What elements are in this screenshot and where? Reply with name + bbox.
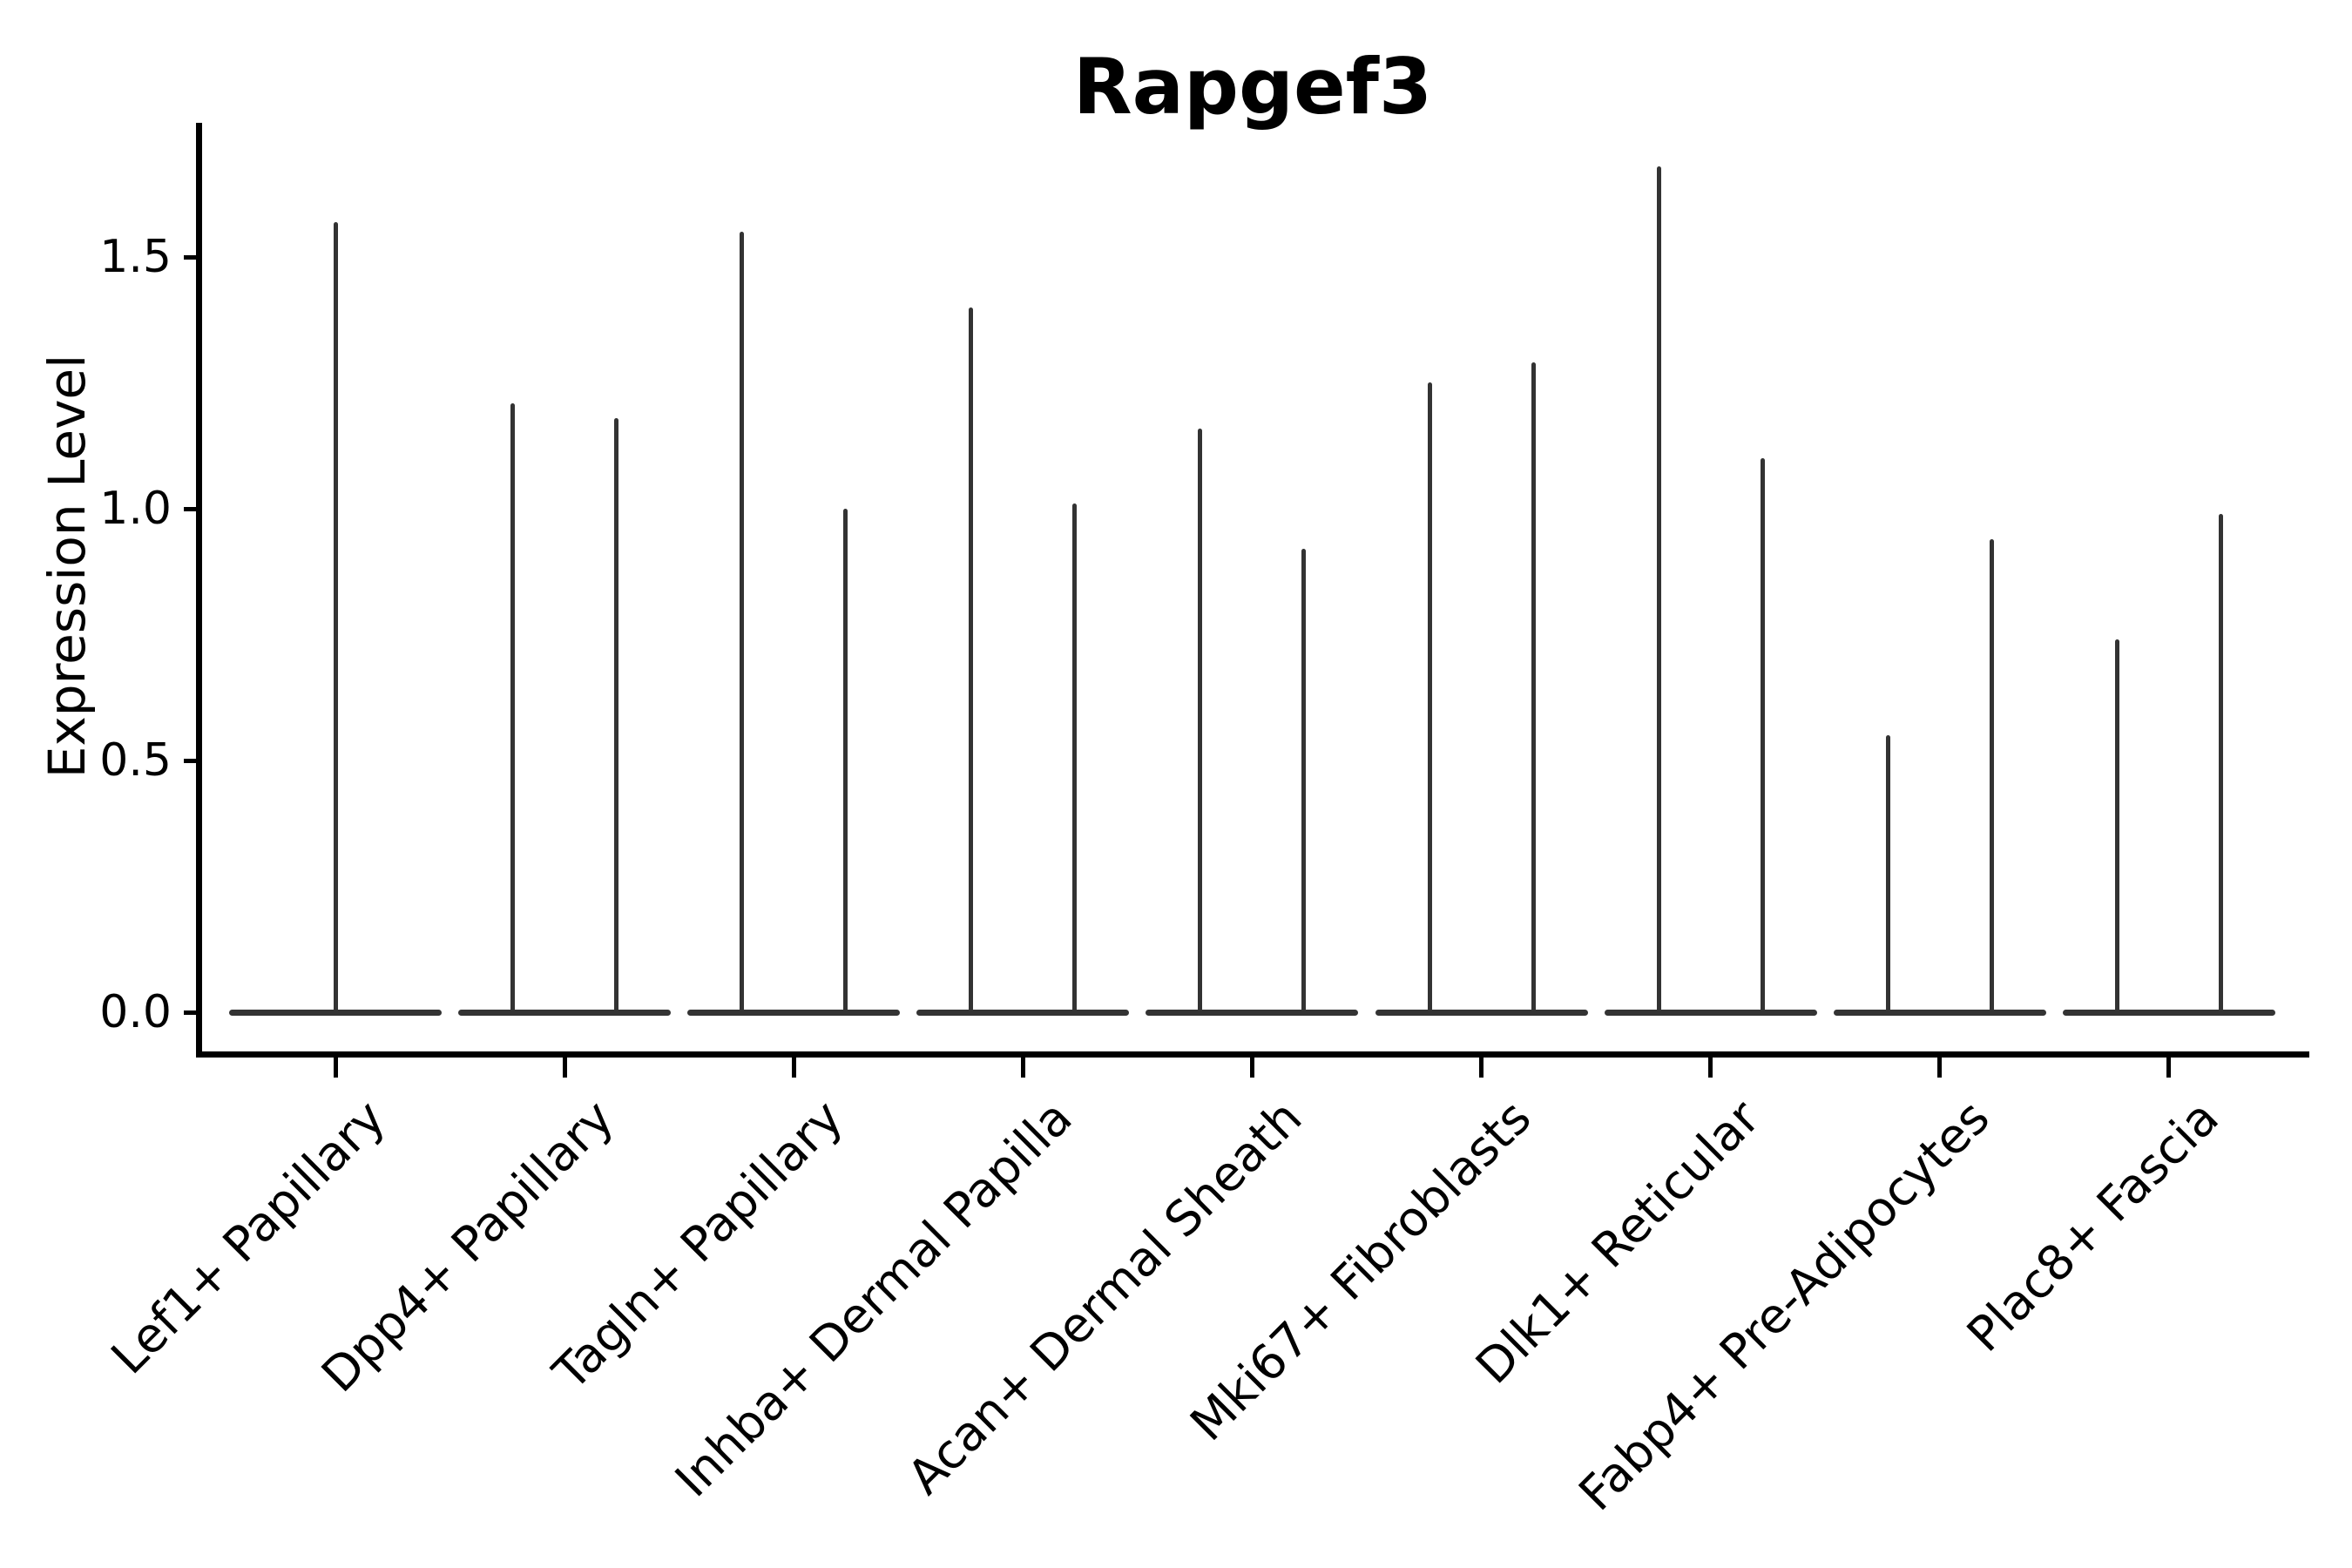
x-tick [1020,1058,1025,1078]
y-axis-title: Expression Level [37,354,97,779]
x-tick-label: Acan+ Dermal Sheath [896,1089,1313,1505]
x-tick [791,1058,796,1078]
y-tick-label: 1.5 [99,231,172,283]
x-tick [1937,1058,1943,1078]
violin-spike [1885,735,1890,1012]
violin-spike [1427,382,1432,1012]
violin-base [229,1009,442,1016]
y-tick-label: 0.0 [99,986,172,1038]
x-tick [562,1058,567,1078]
x-tick-label: Plac8+ Fascia [1956,1089,2229,1362]
violin-base [1375,1009,1588,1016]
x-tick-label: Inhba+ Dermal Papilla [665,1089,1084,1508]
violin-base [458,1009,672,1016]
violin-base [2062,1009,2275,1016]
x-tick [1479,1058,1484,1078]
violin-spike [1531,362,1536,1012]
violin-spike [1072,504,1078,1012]
violin-spike [1656,166,1661,1012]
violin-spike [1989,539,1994,1012]
y-tick-label: 1.0 [99,483,172,535]
x-tick [333,1058,338,1078]
violin-spike [740,232,745,1012]
violin-spike [843,509,848,1012]
violin-spike [1198,429,1203,1012]
violin-spike [510,403,516,1012]
violin-base [687,1009,901,1016]
y-tick [184,506,197,511]
violin-base [1833,1009,2046,1016]
y-tick-label: 0.5 [99,734,172,787]
x-tick-label: Fabp4+ Pre-Adipocytes [1567,1089,2000,1522]
y-tick [184,1010,197,1015]
x-tick [1249,1058,1254,1078]
violin-spike [1301,549,1307,1012]
violin-spike [1760,458,1765,1012]
violin-spike [614,418,619,1012]
x-tick [1708,1058,1713,1078]
violin-spike [969,308,974,1012]
x-tick [2166,1058,2172,1078]
chart-title: Rapgef3 [1072,42,1433,132]
y-axis-spine [196,123,202,1058]
violin-base [1146,1009,1359,1016]
x-axis-spine [196,1051,2309,1058]
violin-base [1604,1009,1817,1016]
violin-base [916,1009,1130,1016]
violin-spike [333,222,338,1012]
violin-spike [2114,639,2119,1012]
y-tick [184,254,197,260]
y-tick [184,758,197,763]
violin-spike [2218,514,2223,1012]
